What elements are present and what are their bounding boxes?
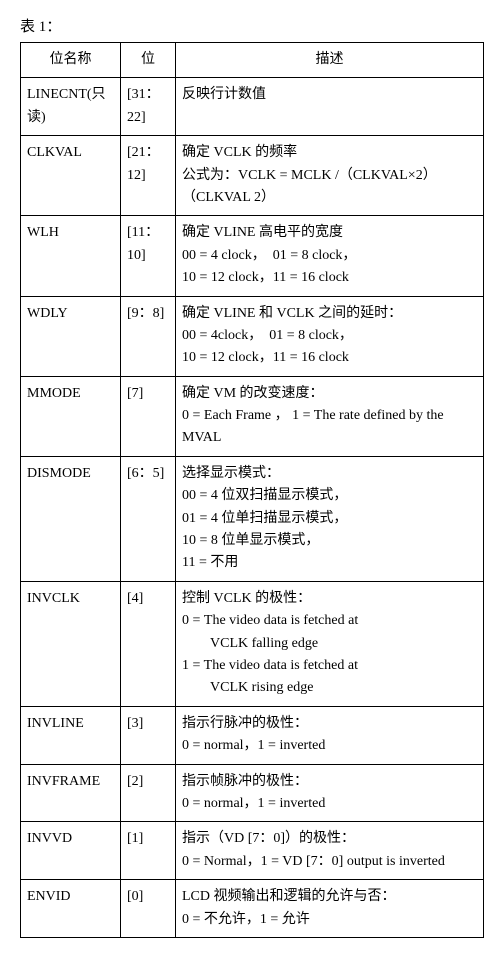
cell-description: 控制 VCLK 的极性： 0 = The video data is fetch… [176,581,484,706]
cell-description: 指示行脉冲的极性： 0 = normal，1 = inverted [176,706,484,764]
cell-description: LCD 视频输出和逻辑的允许与否： 0 = 不允许，1 = 允许 [176,880,484,938]
cell-bitname: ENVID [21,880,121,938]
table-header-row: 位名称 位 描述 [21,43,484,78]
cell-bitrange: [1] [121,822,176,880]
cell-description: 指示帧脉冲的极性： 0 = normal，1 = inverted [176,764,484,822]
cell-description: 确定 VCLK 的频率 公式为：VCLK = MCLK /（CLKVAL×2） … [176,136,484,216]
cell-bitrange: [3] [121,706,176,764]
cell-bitrange: [9：8] [121,296,176,376]
col-header-desc: 描述 [176,43,484,78]
cell-bitname: LINECNT(只读) [21,78,121,136]
cell-bitrange: [21：12] [121,136,176,216]
cell-bitrange: [4] [121,581,176,706]
col-header-bit: 位 [121,43,176,78]
cell-bitrange: [7] [121,376,176,456]
cell-description: 选择显示模式： 00 = 4 位双扫描显示模式， 01 = 4 位单扫描显示模式… [176,456,484,581]
table-row: MMODE[7]确定 VM 的改变速度： 0 = Each Frame ， 1 … [21,376,484,456]
table-row: WLH[11：10]确定 VLINE 高电平的宽度 00 = 4 clock， … [21,216,484,296]
table-row: INVVD[1]指示（VD [7：0]）的极性： 0 = Normal，1 = … [21,822,484,880]
cell-description: 指示（VD [7：0]）的极性： 0 = Normal，1 = VD [7：0]… [176,822,484,880]
cell-bitname: INVLINE [21,706,121,764]
table-row: INVCLK[4]控制 VCLK 的极性： 0 = The video data… [21,581,484,706]
cell-description: 确定 VLINE 和 VCLK 之间的延时： 00 = 4clock， 01 =… [176,296,484,376]
cell-bitrange: [2] [121,764,176,822]
register-table: 位名称 位 描述 LINECNT(只读)[31：22]反映行计数值CLKVAL[… [20,42,484,938]
cell-bitname: INVVD [21,822,121,880]
cell-description: 确定 VLINE 高电平的宽度 00 = 4 clock， 01 = 8 clo… [176,216,484,296]
col-header-name: 位名称 [21,43,121,78]
table-row: WDLY[9：8]确定 VLINE 和 VCLK 之间的延时： 00 = 4cl… [21,296,484,376]
cell-bitrange: [6：5] [121,456,176,581]
table-row: ENVID[0]LCD 视频输出和逻辑的允许与否： 0 = 不允许，1 = 允许 [21,880,484,938]
table-row: CLKVAL[21：12]确定 VCLK 的频率 公式为：VCLK = MCLK… [21,136,484,216]
cell-bitname: DISMODE [21,456,121,581]
table-row: DISMODE[6：5]选择显示模式： 00 = 4 位双扫描显示模式， 01 … [21,456,484,581]
cell-bitname: CLKVAL [21,136,121,216]
cell-bitname: INVCLK [21,581,121,706]
cell-description: 确定 VM 的改变速度： 0 = Each Frame ， 1 = The ra… [176,376,484,456]
cell-bitname: WDLY [21,296,121,376]
table-row: INVFRAME[2]指示帧脉冲的极性： 0 = normal，1 = inve… [21,764,484,822]
cell-description: 反映行计数值 [176,78,484,136]
table-caption: 表 1： [20,15,484,36]
table-row: INVLINE[3]指示行脉冲的极性： 0 = normal，1 = inver… [21,706,484,764]
cell-bitrange: [11：10] [121,216,176,296]
cell-bitname: MMODE [21,376,121,456]
table-row: LINECNT(只读)[31：22]反映行计数值 [21,78,484,136]
cell-bitrange: [31：22] [121,78,176,136]
cell-bitname: INVFRAME [21,764,121,822]
cell-bitrange: [0] [121,880,176,938]
cell-bitname: WLH [21,216,121,296]
